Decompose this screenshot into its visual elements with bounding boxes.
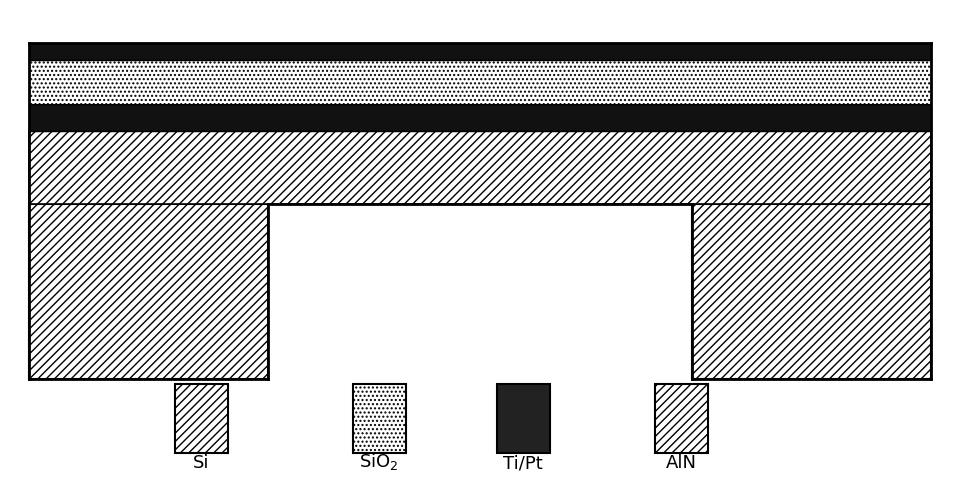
Text: Si: Si: [193, 454, 210, 472]
Bar: [29, 60, 931, 104]
Bar: [29, 104, 931, 131]
Bar: [692, 204, 931, 379]
Bar: [29, 43, 931, 60]
Bar: [353, 384, 406, 453]
Bar: [497, 384, 549, 453]
Text: AlN: AlN: [666, 454, 697, 472]
Bar: [655, 384, 708, 453]
Bar: [29, 204, 268, 379]
Bar: [29, 131, 931, 204]
Text: Ti/Pt: Ti/Pt: [503, 454, 543, 472]
Text: SiO$_2$: SiO$_2$: [359, 451, 399, 472]
Bar: [176, 384, 228, 453]
